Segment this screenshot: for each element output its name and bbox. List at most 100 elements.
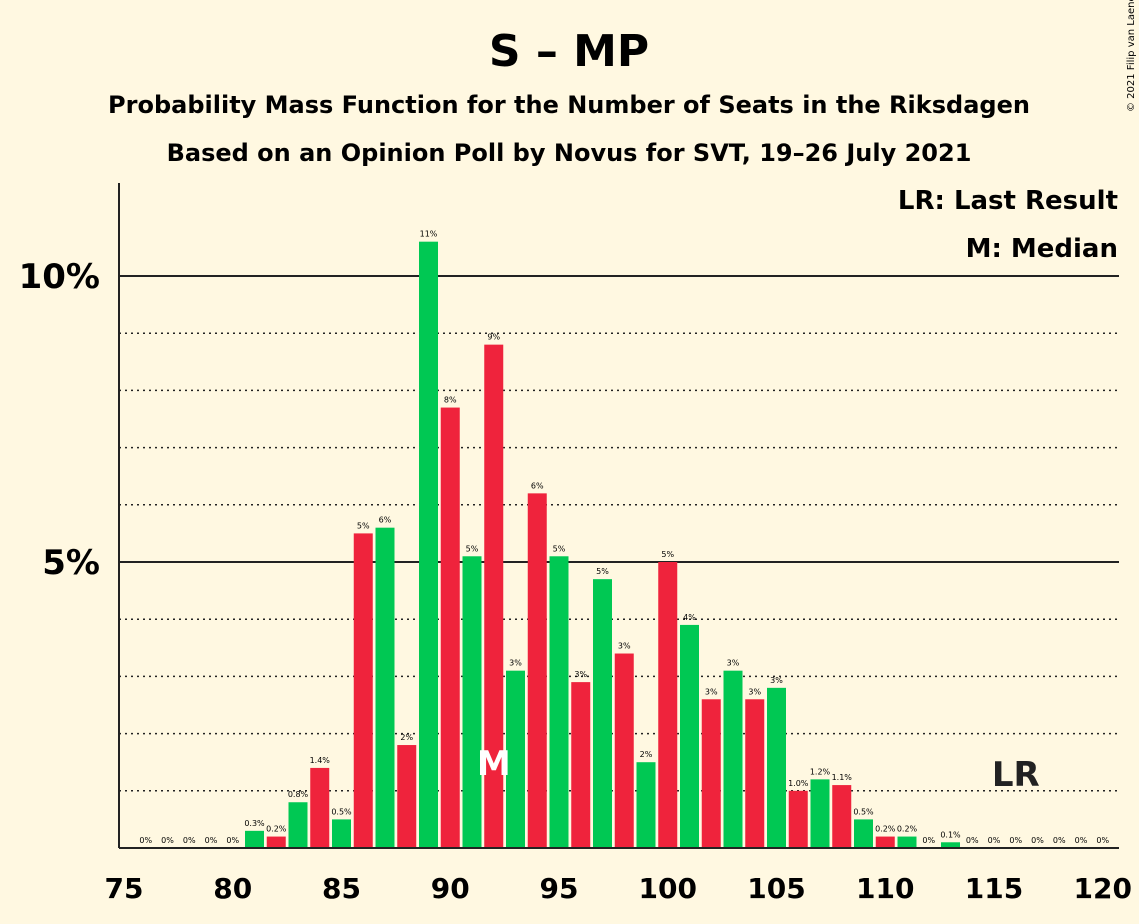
bar bbox=[484, 344, 504, 848]
x-tick-label: 95 bbox=[540, 872, 579, 905]
bar bbox=[788, 790, 808, 848]
x-tick-label: 90 bbox=[431, 872, 470, 905]
bar bbox=[897, 836, 917, 848]
bar bbox=[419, 241, 438, 848]
bar bbox=[723, 670, 743, 848]
bar-value-label: 1.4% bbox=[310, 756, 331, 765]
bar-value-label: 0.5% bbox=[331, 807, 352, 816]
legend-last-result: LR: Last Result bbox=[898, 186, 1118, 216]
bar bbox=[549, 556, 569, 848]
bars bbox=[245, 241, 960, 848]
bar-value-label: 0% bbox=[1009, 836, 1022, 845]
bar-value-label: 4% bbox=[683, 613, 696, 622]
bar-value-label: 0.2% bbox=[266, 825, 287, 834]
y-tick-label: 5% bbox=[42, 543, 100, 583]
bar-value-label: 0% bbox=[988, 836, 1001, 845]
bar-value-label: 0% bbox=[922, 836, 935, 845]
x-tick-label: 75 bbox=[105, 872, 144, 905]
bar-value-label: 3% bbox=[574, 670, 587, 679]
bar-value-label: 0.2% bbox=[875, 825, 896, 834]
x-tick-label: 80 bbox=[213, 872, 252, 905]
bar-value-label: 5% bbox=[357, 521, 370, 530]
bar-value-label: 9% bbox=[487, 333, 500, 342]
bar bbox=[701, 699, 721, 848]
bar-value-label: 2% bbox=[400, 733, 413, 742]
bar bbox=[571, 682, 591, 848]
bar bbox=[288, 802, 308, 848]
bar bbox=[593, 579, 612, 848]
x-tick-label: 110 bbox=[856, 872, 914, 905]
bar bbox=[310, 767, 330, 848]
bar-value-label: 0% bbox=[205, 836, 218, 845]
bar bbox=[506, 670, 525, 848]
bar-value-label: 0% bbox=[1096, 836, 1109, 845]
bar bbox=[658, 562, 678, 848]
last-result-marker: LR bbox=[992, 755, 1040, 795]
bar bbox=[332, 819, 351, 848]
x-tick-labels: 75 80 85 90 95 100 105 110 115 120 bbox=[105, 872, 1132, 905]
bar bbox=[745, 699, 765, 848]
bar-value-label: 3% bbox=[705, 687, 718, 696]
bar-value-label: 11% bbox=[420, 230, 438, 239]
bar bbox=[832, 785, 852, 848]
chart-subtitle-1: Probability Mass Function for the Number… bbox=[108, 91, 1030, 119]
bar bbox=[527, 493, 547, 848]
x-tick-label: 100 bbox=[639, 872, 697, 905]
x-tick-label: 120 bbox=[1074, 872, 1132, 905]
bar-value-label: 1.2% bbox=[810, 767, 831, 776]
legend-median: M: Median bbox=[966, 234, 1118, 264]
bar-value-label: 0% bbox=[1053, 836, 1066, 845]
y-tick-labels: 5% 10% bbox=[19, 257, 100, 583]
bar bbox=[941, 842, 960, 848]
bar bbox=[614, 653, 634, 848]
x-tick-label: 85 bbox=[322, 872, 361, 905]
median-marker: M bbox=[477, 744, 511, 784]
bar-value-label: 6% bbox=[531, 481, 544, 490]
bar-value-label: 3% bbox=[770, 676, 783, 685]
bar-value-label: 3% bbox=[748, 687, 761, 696]
bar-value-label: 0% bbox=[183, 836, 196, 845]
bar-value-label: 5% bbox=[596, 567, 609, 576]
bar-value-label: 0% bbox=[139, 836, 152, 845]
bar-value-label: 8% bbox=[444, 396, 457, 405]
bar-value-label: 0% bbox=[226, 836, 239, 845]
bar-value-label: 0% bbox=[161, 836, 174, 845]
bar-value-label: 5% bbox=[553, 544, 566, 553]
bar-value-label: 0% bbox=[1031, 836, 1044, 845]
bar bbox=[462, 556, 482, 848]
bar bbox=[767, 687, 786, 848]
bar bbox=[636, 762, 656, 848]
x-tick-label: 115 bbox=[965, 872, 1023, 905]
bar-value-label: 0.8% bbox=[288, 790, 309, 799]
bar bbox=[245, 830, 264, 848]
bar-value-label: 0.1% bbox=[940, 830, 961, 839]
bar bbox=[353, 533, 373, 848]
bar-labels: 0% 0% 0% 0% 0%0.3%0.2%0.8%1.4%0.5%5%6%2%11%8… bbox=[139, 230, 1109, 845]
chart-subtitle-2: Based on an Opinion Poll by Novus for SV… bbox=[167, 139, 972, 167]
copyright-note: © 2021 Filip van Laenen bbox=[1126, 0, 1137, 112]
x-tick-label: 105 bbox=[747, 872, 805, 905]
bar bbox=[875, 836, 895, 848]
bar bbox=[440, 407, 460, 848]
bar-value-label: 3% bbox=[509, 659, 522, 668]
chart-title: S – MP bbox=[489, 26, 649, 77]
bar bbox=[854, 819, 873, 848]
bar-value-label: 2% bbox=[640, 750, 653, 759]
bar-value-label: 5% bbox=[466, 544, 479, 553]
bar-value-label: 3% bbox=[727, 659, 740, 668]
bar bbox=[375, 527, 395, 848]
bar-value-label: 0% bbox=[1075, 836, 1088, 845]
bar-value-label: 0% bbox=[966, 836, 979, 845]
bar-value-label: 6% bbox=[379, 516, 392, 525]
bar bbox=[266, 836, 286, 848]
bar-value-label: 3% bbox=[618, 642, 631, 651]
bar bbox=[397, 745, 417, 848]
bar-value-label: 0.3% bbox=[244, 819, 265, 828]
bar-value-label: 1.1% bbox=[832, 773, 853, 782]
bar-value-label: 0.5% bbox=[853, 807, 874, 816]
bar bbox=[680, 624, 699, 848]
bar-value-label: 1.0% bbox=[788, 779, 809, 788]
bar-value-label: 5% bbox=[661, 550, 674, 559]
bar-value-label: 0.2% bbox=[897, 825, 918, 834]
